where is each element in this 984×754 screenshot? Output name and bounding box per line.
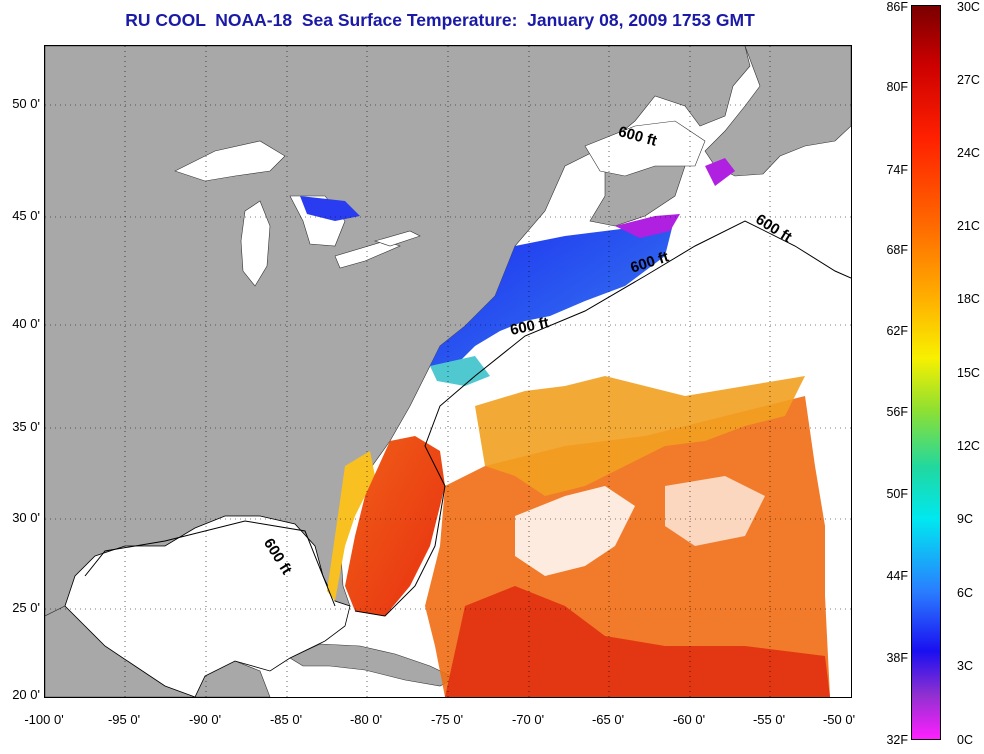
florida-coastal	[327, 451, 375, 601]
cold-shelf-water	[430, 216, 675, 376]
colorbar-c-label: 24C	[957, 146, 980, 160]
graticule	[45, 46, 851, 697]
colorbar-f-label: 56F	[886, 405, 908, 419]
colorbar-f-label: 50F	[886, 487, 908, 501]
lat-label: 45 0'	[12, 208, 40, 223]
lon-label: -55 0'	[752, 712, 786, 727]
colorbar-f-label: 86F	[886, 0, 908, 14]
colorbar-c-label: 9C	[957, 512, 973, 526]
lat-label: 25 0'	[12, 600, 40, 615]
newfoundland-land	[704, 46, 851, 177]
colorbar-c-label: 3C	[957, 659, 973, 673]
map-title: RU COOL NOAA-18 Sea Surface Temperature:…	[125, 10, 755, 30]
lon-label: -50 0'	[822, 712, 856, 727]
lon-label: -70 0'	[511, 712, 545, 727]
lake-ontario	[373, 230, 421, 247]
colorbar-c-label: 30C	[957, 0, 980, 14]
lake-erie	[334, 240, 401, 269]
map-plot-area	[44, 45, 852, 698]
lake-michigan	[240, 200, 271, 287]
lon-label: -75 0'	[430, 712, 464, 727]
colorbar-c-label: 12C	[957, 439, 980, 453]
ice-magenta-2	[705, 158, 735, 186]
lat-label: 40 0'	[12, 316, 40, 331]
gulf-stream	[345, 436, 445, 616]
lat-label: 20 0'	[12, 687, 40, 702]
cyan-coastal	[430, 356, 490, 386]
temperature-colorbar	[911, 5, 941, 740]
great-lakes-cold	[300, 196, 360, 221]
lon-label: -90 0'	[188, 712, 222, 727]
gulf-of-mexico	[64, 515, 351, 697]
colorbar-f-label: 38F	[886, 651, 908, 665]
colorbar-c-label: 27C	[957, 73, 980, 87]
lat-label: 30 0'	[12, 510, 40, 525]
colorbar-c-label: 0C	[957, 733, 973, 747]
colorbar-f-label: 68F	[886, 243, 908, 257]
lat-label: 50 0'	[12, 96, 40, 111]
gulf-of-st-lawrence	[584, 120, 706, 177]
cloud-gap	[515, 486, 635, 576]
orange-patches	[475, 376, 805, 496]
lon-label: -85 0'	[269, 712, 303, 727]
colorbar-f-label: 44F	[886, 569, 908, 583]
colorbar-f-label: 74F	[886, 163, 908, 177]
colorbar-f-label: 32F	[886, 733, 908, 747]
lat-label: 35 0'	[12, 419, 40, 434]
deep-red-south	[445, 586, 830, 697]
lon-label: -60 0'	[672, 712, 706, 727]
ice-magenta	[615, 214, 680, 238]
lon-label: -65 0'	[591, 712, 625, 727]
lon-label: -80 0'	[349, 712, 383, 727]
colorbar-c-label: 15C	[957, 366, 980, 380]
colorbar-f-label: 62F	[886, 324, 908, 338]
colorbar-f-label: 80F	[886, 80, 908, 94]
colorbar-c-label: 18C	[957, 292, 980, 306]
lake-superior	[174, 140, 286, 182]
cloud-gap-2	[665, 476, 765, 546]
cuba-land	[289, 643, 456, 687]
600ft-isobath	[84, 220, 851, 617]
colorbar-c-label: 6C	[957, 586, 973, 600]
sst-data	[300, 158, 830, 697]
colorbar-c-label: 21C	[957, 219, 980, 233]
lon-label: -100 0'	[24, 712, 64, 727]
lon-label: -95 0'	[107, 712, 141, 727]
sst-map	[45, 46, 851, 697]
